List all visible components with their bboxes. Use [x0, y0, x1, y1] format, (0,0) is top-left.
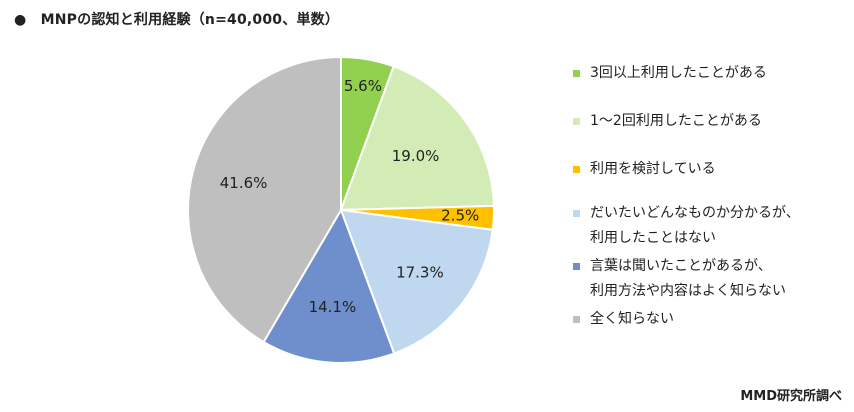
- legend-item-4: だいたいどんなものか分かるが、 利用したことはない: [573, 203, 848, 248]
- slice-value-label-6: 41.6%: [220, 174, 268, 192]
- pie-slice-2: [339, 65, 495, 212]
- slice-value-label-3: 2.5%: [441, 207, 479, 225]
- legend-swatch-1: [573, 70, 580, 77]
- legend-label-3: 利用を検討している: [590, 161, 716, 177]
- legend-label-4: だいたいどんなものか分かるが、 利用したことはない: [590, 205, 800, 246]
- pie-slices: [187, 55, 495, 364]
- legend-label-1: 3回以上利用したことがある: [590, 65, 767, 81]
- legend-item-5: 言葉は聞いたことがあるが、 利用方法や内容はよく知らない: [573, 256, 848, 301]
- pie-slice-6: [187, 55, 342, 344]
- legend-item-1: 3回以上利用したことがある: [573, 63, 848, 83]
- chart-legend: 3回以上利用したことがある 1～2回利用したことがある 利用を検討しているだいたいど…: [573, 63, 848, 329]
- legend-label-2: 1～2回利用したことがある: [590, 113, 762, 129]
- slice-value-label-2: 19.0%: [392, 147, 440, 165]
- legend-label-6: 全く知らない: [590, 311, 674, 327]
- slice-value-label-4: 17.3%: [396, 264, 444, 282]
- slice-value-label-5: 14.1%: [309, 298, 357, 316]
- pie-value-labels: 5.6% 19.0% 2.5% 17.3% 14.1% 41.6%: [220, 77, 479, 316]
- pie-slice-5: [262, 207, 396, 364]
- legend-swatch-2: [573, 118, 580, 125]
- legend-item-6: 全く知らない: [573, 309, 848, 329]
- legend-swatch-6: [573, 316, 580, 323]
- legend-item-3: 利用を検討している: [573, 159, 848, 179]
- legend-swatch-3: [573, 166, 580, 173]
- pie-slice-4: [339, 208, 494, 355]
- legend-item-2: 1～2回利用したことがある: [573, 111, 848, 131]
- source-note: MMD研究所調べ: [740, 389, 842, 404]
- legend-label-5: 言葉は聞いたことがあるが、 利用方法や内容はよく知らない: [590, 258, 786, 299]
- legend-swatch-4: [573, 210, 580, 217]
- slice-value-label-1: 5.6%: [344, 77, 382, 95]
- legend-swatch-5: [573, 263, 580, 270]
- chart-title: ● MNPの認知と利用経験（n=40,000、単数）: [14, 12, 340, 28]
